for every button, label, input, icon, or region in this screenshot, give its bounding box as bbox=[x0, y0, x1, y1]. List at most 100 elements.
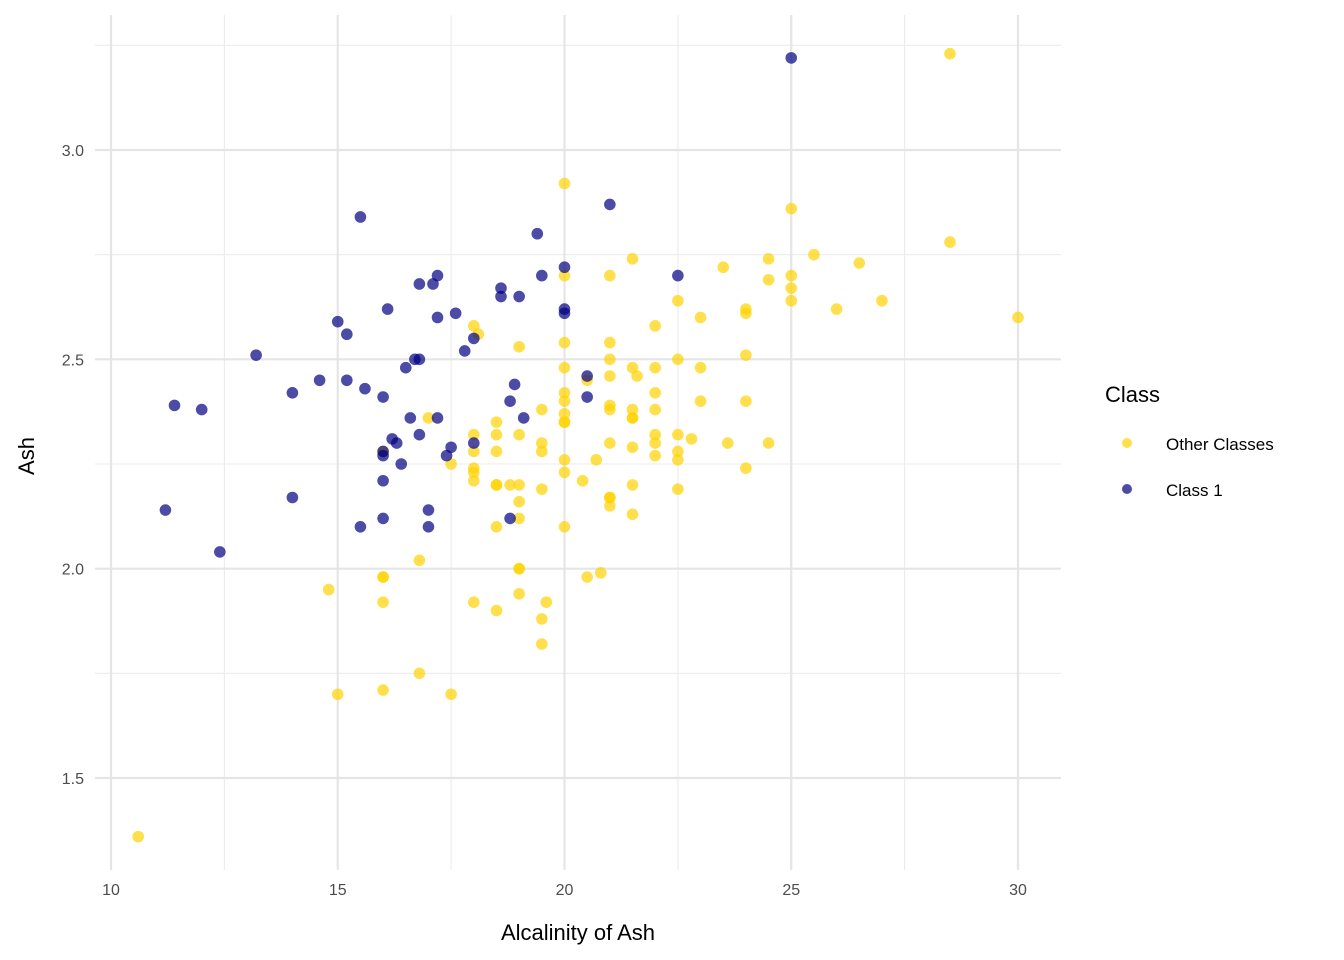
point-class-1 bbox=[558, 307, 571, 320]
x-tick-label: 20 bbox=[556, 882, 574, 899]
point-class-1 bbox=[341, 374, 353, 387]
point-class-1 bbox=[250, 349, 262, 361]
point-other-classes bbox=[490, 416, 503, 428]
point-other-classes bbox=[604, 500, 616, 512]
point-other-classes bbox=[558, 336, 571, 349]
point-other-classes bbox=[132, 830, 145, 843]
point-class-1 bbox=[377, 512, 389, 525]
point-other-classes bbox=[694, 395, 707, 408]
point-class-1 bbox=[331, 315, 344, 328]
point-other-classes bbox=[672, 294, 684, 307]
point-other-classes bbox=[513, 340, 525, 353]
point-other-classes bbox=[649, 449, 661, 462]
point-class-1 bbox=[404, 412, 417, 424]
point-class-1 bbox=[399, 361, 412, 374]
x-tick-label: 10 bbox=[102, 882, 120, 899]
point-other-classes bbox=[513, 428, 525, 441]
point-other-classes bbox=[694, 311, 707, 324]
point-other-classes bbox=[490, 428, 503, 441]
point-other-classes bbox=[468, 596, 480, 608]
point-other-classes bbox=[672, 445, 684, 458]
point-other-classes bbox=[808, 248, 820, 261]
point-other-classes bbox=[631, 370, 643, 382]
point-other-classes bbox=[626, 479, 639, 491]
point-other-classes bbox=[649, 387, 661, 399]
y-axis-tick-labels: 1.5 2.0 2.5 3.0 bbox=[62, 143, 84, 788]
point-other-classes bbox=[377, 571, 389, 583]
x-axis-tick-labels: 10 15 20 25 30 bbox=[102, 882, 1027, 899]
point-class-1 bbox=[672, 269, 684, 282]
x-tick-label: 15 bbox=[329, 882, 347, 899]
point-other-classes bbox=[694, 361, 707, 374]
point-other-classes bbox=[590, 454, 603, 466]
point-other-classes bbox=[649, 361, 661, 374]
point-other-classes bbox=[717, 261, 730, 274]
point-other-classes bbox=[422, 412, 435, 424]
point-other-classes bbox=[785, 202, 798, 215]
point-class-1 bbox=[536, 269, 548, 282]
point-other-classes bbox=[413, 667, 426, 680]
point-other-classes bbox=[513, 512, 525, 525]
point-other-classes bbox=[594, 567, 607, 579]
point-other-classes bbox=[740, 395, 752, 408]
point-other-classes bbox=[536, 445, 548, 458]
point-other-classes bbox=[504, 479, 516, 491]
point-class-1 bbox=[513, 290, 525, 303]
point-class-1 bbox=[449, 307, 462, 320]
point-class-1 bbox=[313, 374, 326, 387]
series-class-1 bbox=[159, 52, 798, 558]
point-class-1 bbox=[431, 269, 444, 282]
point-other-classes bbox=[944, 236, 956, 248]
point-other-classes bbox=[536, 437, 548, 449]
point-other-classes bbox=[413, 554, 426, 567]
minor-gridlines bbox=[95, 15, 1061, 870]
x-axis-title: Alcalinity of Ash bbox=[501, 920, 655, 945]
point-other-classes bbox=[740, 307, 752, 320]
point-class-1 bbox=[390, 437, 403, 449]
legend-label-other-classes: Other Classes bbox=[1166, 435, 1274, 454]
point-other-classes bbox=[558, 177, 571, 190]
point-class-1 bbox=[431, 311, 444, 324]
point-other-classes bbox=[1012, 311, 1024, 324]
point-class-1 bbox=[422, 521, 435, 533]
point-other-classes bbox=[536, 403, 548, 416]
point-other-classes bbox=[649, 403, 661, 416]
point-other-classes bbox=[468, 428, 480, 441]
point-other-classes bbox=[513, 495, 525, 508]
point-other-classes bbox=[558, 416, 571, 428]
point-other-classes bbox=[490, 445, 503, 458]
point-other-classes bbox=[649, 437, 661, 449]
point-other-classes bbox=[604, 403, 616, 416]
point-other-classes bbox=[558, 466, 571, 479]
point-other-classes bbox=[536, 483, 548, 495]
point-class-1 bbox=[413, 428, 426, 441]
point-class-1 bbox=[395, 458, 408, 470]
series-other-classes bbox=[132, 47, 1024, 843]
point-class-1 bbox=[381, 303, 394, 315]
point-class-1 bbox=[341, 328, 353, 341]
point-class-1 bbox=[581, 370, 593, 382]
point-other-classes bbox=[721, 437, 734, 449]
point-other-classes bbox=[558, 454, 571, 466]
point-class-1 bbox=[286, 387, 299, 399]
point-class-1 bbox=[286, 491, 299, 504]
point-other-classes bbox=[513, 587, 525, 600]
point-class-1 bbox=[214, 546, 226, 558]
point-other-classes bbox=[604, 370, 616, 382]
point-class-1 bbox=[468, 437, 480, 449]
point-other-classes bbox=[558, 361, 571, 374]
point-other-classes bbox=[876, 294, 888, 307]
point-class-1 bbox=[413, 278, 426, 290]
point-other-classes bbox=[468, 466, 480, 479]
y-tick-label: 2.0 bbox=[62, 562, 84, 579]
point-other-classes bbox=[558, 521, 571, 533]
y-tick-label: 3.0 bbox=[62, 143, 84, 160]
point-class-1 bbox=[504, 512, 516, 525]
point-class-1 bbox=[159, 504, 172, 516]
point-other-classes bbox=[762, 437, 775, 449]
point-other-classes bbox=[626, 441, 639, 454]
point-other-classes bbox=[626, 403, 639, 416]
point-class-1 bbox=[508, 378, 521, 391]
point-other-classes bbox=[944, 47, 956, 60]
